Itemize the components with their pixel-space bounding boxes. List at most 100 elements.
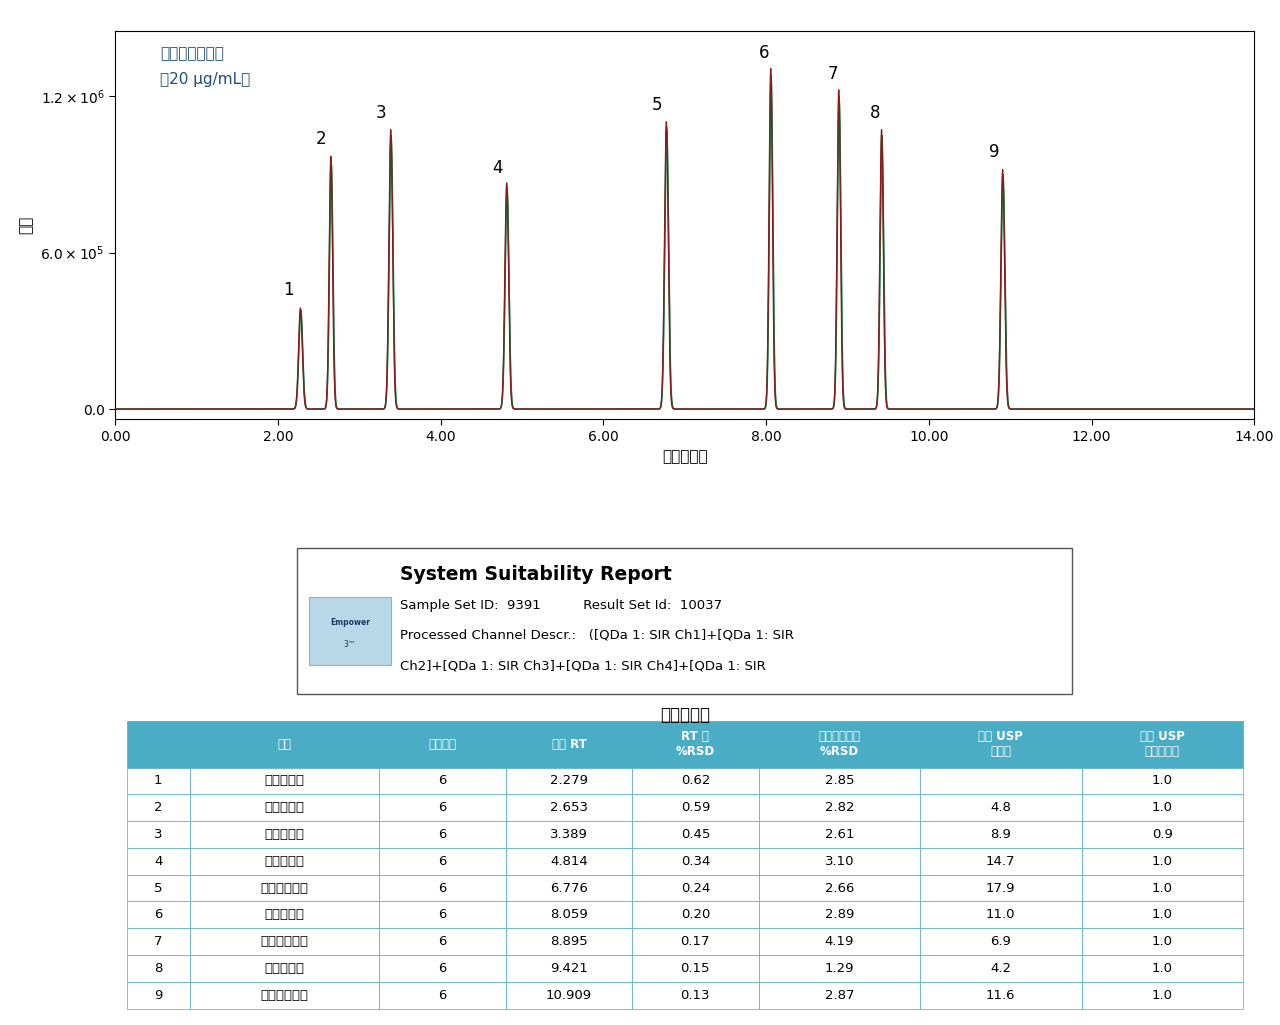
Bar bbox=[127, 821, 189, 848]
Text: 4.2: 4.2 bbox=[991, 961, 1011, 975]
Bar bbox=[189, 955, 379, 982]
Bar bbox=[506, 982, 632, 1009]
FancyBboxPatch shape bbox=[308, 597, 390, 665]
Text: 脂肪酸標準試料: 脂肪酸標準試料 bbox=[160, 46, 224, 62]
Text: Processed Channel Descr.:   ([QDa 1: SIR Ch1]+[QDa 1: SIR: Processed Channel Descr.: ([QDa 1: SIR C… bbox=[399, 628, 794, 642]
Bar bbox=[189, 794, 379, 821]
Bar bbox=[920, 794, 1082, 821]
Bar bbox=[127, 901, 189, 929]
Bar bbox=[189, 721, 379, 768]
Text: 0.9: 0.9 bbox=[1152, 828, 1172, 842]
Bar bbox=[920, 848, 1082, 874]
Text: Empower: Empower bbox=[330, 618, 370, 627]
Text: 2.87: 2.87 bbox=[824, 989, 854, 1001]
Text: 名前: 名前 bbox=[278, 738, 292, 750]
Text: 平均 RT: 平均 RT bbox=[552, 738, 586, 750]
FancyBboxPatch shape bbox=[297, 548, 1073, 694]
Text: 4: 4 bbox=[492, 159, 503, 177]
Bar bbox=[1082, 901, 1243, 929]
Text: 7: 7 bbox=[154, 935, 163, 948]
Text: 6: 6 bbox=[438, 828, 447, 842]
Text: 1.0: 1.0 bbox=[1152, 775, 1172, 787]
Text: 4.814: 4.814 bbox=[550, 855, 588, 868]
Bar bbox=[920, 821, 1082, 848]
Text: 1.0: 1.0 bbox=[1152, 961, 1172, 975]
Bar bbox=[1082, 955, 1243, 982]
Text: Ch2]+[QDa 1: SIR Ch3]+[QDa 1: SIR Ch4]+[QDa 1: SIR: Ch2]+[QDa 1: SIR Ch3]+[QDa 1: SIR Ch4]+[… bbox=[399, 659, 765, 672]
Text: 4.19: 4.19 bbox=[824, 935, 854, 948]
Bar bbox=[379, 848, 506, 874]
Text: 3.10: 3.10 bbox=[824, 855, 854, 868]
Text: 6: 6 bbox=[438, 855, 447, 868]
Bar bbox=[379, 794, 506, 821]
Text: 1.0: 1.0 bbox=[1152, 935, 1172, 948]
Bar bbox=[632, 874, 759, 901]
Text: 2: 2 bbox=[316, 130, 326, 149]
Text: 6: 6 bbox=[438, 961, 447, 975]
Text: リノール酸: リノール酸 bbox=[265, 908, 305, 921]
Text: 2.89: 2.89 bbox=[824, 908, 854, 921]
Text: 1.0: 1.0 bbox=[1152, 908, 1172, 921]
Text: 8.9: 8.9 bbox=[991, 828, 1011, 842]
Bar bbox=[506, 721, 632, 768]
Bar bbox=[506, 929, 632, 955]
Bar bbox=[920, 982, 1082, 1009]
Bar bbox=[506, 821, 632, 848]
Y-axis label: 強度: 強度 bbox=[18, 216, 33, 235]
Text: カプロン酸: カプロン酸 bbox=[265, 775, 305, 787]
Bar bbox=[127, 929, 189, 955]
Bar bbox=[632, 848, 759, 874]
Bar bbox=[189, 982, 379, 1009]
Text: 3: 3 bbox=[154, 828, 163, 842]
Text: 6.776: 6.776 bbox=[550, 882, 588, 895]
Text: 0.15: 0.15 bbox=[681, 961, 710, 975]
Bar bbox=[189, 848, 379, 874]
Bar bbox=[127, 982, 189, 1009]
Text: ２20 μg/mL）: ２20 μg/mL） bbox=[160, 73, 250, 87]
Text: 0.45: 0.45 bbox=[681, 828, 710, 842]
Bar bbox=[379, 955, 506, 982]
Text: 2.85: 2.85 bbox=[824, 775, 854, 787]
Bar bbox=[920, 901, 1082, 929]
Text: 7: 7 bbox=[827, 65, 837, 83]
Text: 1: 1 bbox=[283, 282, 293, 299]
Text: カプリン酸: カプリン酸 bbox=[265, 828, 305, 842]
Bar bbox=[920, 929, 1082, 955]
Bar bbox=[759, 721, 920, 768]
Bar bbox=[189, 901, 379, 929]
Text: ミリスチン酸: ミリスチン酸 bbox=[261, 882, 308, 895]
Bar bbox=[127, 721, 189, 768]
Bar bbox=[1082, 874, 1243, 901]
Bar bbox=[506, 955, 632, 982]
Text: 1.0: 1.0 bbox=[1152, 989, 1172, 1001]
Bar bbox=[379, 874, 506, 901]
Text: 2.66: 2.66 bbox=[824, 882, 854, 895]
Text: 4.8: 4.8 bbox=[991, 802, 1011, 814]
Text: 2.279: 2.279 bbox=[550, 775, 588, 787]
Bar bbox=[379, 721, 506, 768]
Text: 6: 6 bbox=[438, 882, 447, 895]
Bar bbox=[759, 768, 920, 794]
Text: RT の
%RSD: RT の %RSD bbox=[676, 730, 716, 758]
Text: 0.59: 0.59 bbox=[681, 802, 710, 814]
Text: 6: 6 bbox=[438, 935, 447, 948]
Text: 5: 5 bbox=[652, 96, 662, 114]
Bar bbox=[632, 721, 759, 768]
Bar bbox=[759, 955, 920, 982]
Bar bbox=[189, 874, 379, 901]
Text: 9: 9 bbox=[154, 989, 163, 1001]
Bar bbox=[1082, 982, 1243, 1009]
Bar bbox=[506, 768, 632, 794]
Bar bbox=[506, 901, 632, 929]
Bar bbox=[127, 874, 189, 901]
Bar bbox=[759, 848, 920, 874]
Bar bbox=[1082, 821, 1243, 848]
Text: 1.0: 1.0 bbox=[1152, 802, 1172, 814]
Text: Sample Set ID:  9391          Result Set Id:  10037: Sample Set ID: 9391 Result Set Id: 10037 bbox=[399, 600, 722, 612]
Bar bbox=[920, 768, 1082, 794]
Text: 6: 6 bbox=[438, 908, 447, 921]
Text: 1: 1 bbox=[154, 775, 163, 787]
X-axis label: 時間（分）: 時間（分） bbox=[662, 450, 708, 464]
Text: 平均 USP
分離度: 平均 USP 分離度 bbox=[978, 730, 1023, 758]
Text: 4: 4 bbox=[154, 855, 163, 868]
